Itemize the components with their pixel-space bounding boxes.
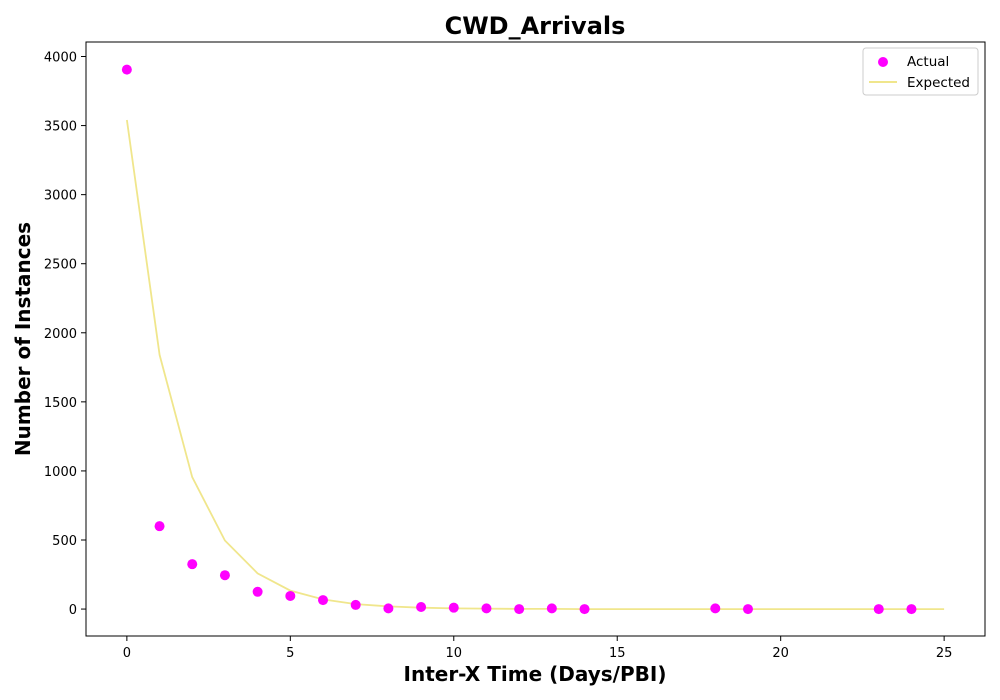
y-tick-label: 0 xyxy=(69,603,77,618)
actual-point xyxy=(514,604,525,615)
actual-point xyxy=(448,602,459,613)
y-tick-label: 4000 xyxy=(44,51,77,66)
plot-area xyxy=(85,41,986,637)
y-tick-label: 2000 xyxy=(44,327,77,342)
legend-box xyxy=(862,47,979,96)
actual-point xyxy=(121,64,132,75)
series-layer xyxy=(121,64,945,615)
legend-expected-label: Expected xyxy=(907,75,970,91)
y-axis: 0 500 1000 1500 2000 2500 3000 3500 4000 xyxy=(44,51,86,618)
actual-point xyxy=(383,603,394,614)
legend-actual-marker xyxy=(878,57,888,67)
x-axis: 0 5 10 15 20 25 xyxy=(123,636,953,661)
y-tick-label: 1500 xyxy=(44,396,77,411)
actual-point xyxy=(416,601,427,612)
actual-point xyxy=(350,599,361,610)
actual-point xyxy=(742,604,753,615)
x-tick-label: 5 xyxy=(286,646,294,661)
y-tick-label: 2500 xyxy=(44,258,77,273)
actual-point xyxy=(219,570,230,581)
legend: Actual Expected xyxy=(862,47,979,96)
actual-point xyxy=(318,595,329,606)
actual-point xyxy=(710,603,721,614)
actual-point xyxy=(873,604,884,615)
actual-point xyxy=(252,586,263,597)
expected-line xyxy=(126,119,945,610)
x-axis-label: Inter-X Time (Days/PBI) xyxy=(404,662,667,686)
actual-point xyxy=(187,559,198,570)
x-tick-label: 10 xyxy=(445,646,462,661)
y-tick-label: 1000 xyxy=(44,465,77,480)
actual-point xyxy=(481,603,492,614)
x-tick-label: 15 xyxy=(609,646,626,661)
actual-point xyxy=(154,521,165,532)
y-tick-label: 3500 xyxy=(44,120,77,135)
x-tick-label: 20 xyxy=(772,646,789,661)
y-tick-label: 3000 xyxy=(44,189,77,204)
actual-point xyxy=(906,604,917,615)
y-tick-label: 500 xyxy=(52,534,77,549)
actual-point xyxy=(546,603,557,614)
x-tick-label: 25 xyxy=(936,646,953,661)
actual-point xyxy=(285,590,296,601)
x-tick-label: 0 xyxy=(123,646,131,661)
y-axis-label: Number of Instances xyxy=(11,222,35,456)
legend-actual-label: Actual xyxy=(907,54,949,70)
chart-title: CWD_Arrivals xyxy=(445,12,626,40)
actual-point xyxy=(579,604,590,615)
